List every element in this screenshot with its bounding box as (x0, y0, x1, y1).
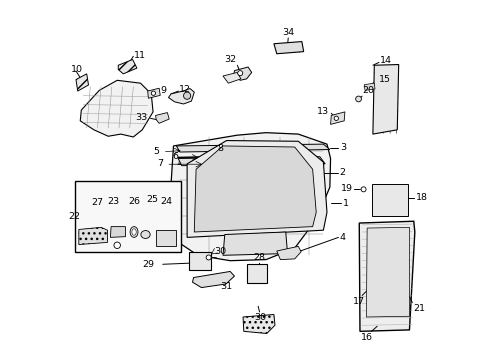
Text: 21: 21 (412, 304, 424, 313)
Polygon shape (192, 271, 234, 288)
Polygon shape (372, 64, 398, 134)
Circle shape (237, 71, 242, 76)
Text: 1: 1 (342, 199, 348, 208)
Polygon shape (359, 221, 414, 331)
Polygon shape (147, 88, 160, 98)
Polygon shape (366, 227, 408, 317)
Text: 16: 16 (360, 333, 372, 342)
Polygon shape (79, 227, 107, 244)
Polygon shape (76, 74, 88, 91)
Text: 25: 25 (146, 195, 158, 204)
Polygon shape (176, 144, 329, 152)
Text: 33: 33 (135, 113, 147, 122)
Polygon shape (233, 67, 251, 80)
Ellipse shape (141, 230, 150, 238)
Polygon shape (194, 146, 316, 232)
Polygon shape (118, 59, 137, 74)
Text: 2: 2 (339, 168, 345, 177)
Polygon shape (155, 230, 176, 246)
Circle shape (333, 116, 338, 121)
Ellipse shape (130, 226, 138, 237)
Text: 28: 28 (253, 253, 265, 262)
Ellipse shape (132, 229, 136, 235)
Text: 24: 24 (160, 197, 171, 206)
Polygon shape (243, 315, 274, 333)
Text: 19: 19 (340, 184, 352, 193)
Polygon shape (228, 158, 237, 163)
Text: 17: 17 (352, 297, 365, 306)
Text: 27: 27 (92, 198, 103, 207)
Polygon shape (330, 112, 344, 125)
Text: 30: 30 (214, 247, 226, 256)
Text: 20: 20 (362, 86, 373, 95)
Bar (371, 184, 407, 216)
Polygon shape (276, 246, 301, 260)
Text: 7: 7 (157, 159, 163, 168)
Text: 3: 3 (339, 143, 346, 152)
Text: 15: 15 (379, 75, 390, 84)
Text: 9: 9 (160, 86, 166, 95)
Text: 32: 32 (224, 55, 235, 64)
Text: 12: 12 (179, 85, 191, 94)
Text: 31: 31 (220, 282, 232, 291)
Bar (247, 264, 267, 283)
Text: 34: 34 (282, 28, 294, 37)
Circle shape (206, 255, 211, 260)
Text: 8: 8 (217, 144, 223, 153)
Text: 14: 14 (379, 57, 391, 66)
Polygon shape (273, 41, 303, 54)
Bar (74, 181, 181, 252)
Circle shape (151, 91, 155, 95)
Text: 11: 11 (134, 51, 146, 60)
Text: 26: 26 (128, 197, 140, 206)
Polygon shape (364, 83, 374, 90)
Circle shape (183, 92, 190, 99)
Text: 29: 29 (142, 260, 154, 269)
Text: 23: 23 (107, 197, 120, 206)
Text: 6: 6 (172, 152, 178, 161)
Circle shape (355, 96, 361, 102)
Polygon shape (223, 232, 287, 255)
Polygon shape (80, 80, 153, 137)
Polygon shape (178, 157, 325, 166)
Polygon shape (187, 140, 326, 237)
Circle shape (114, 242, 120, 248)
Polygon shape (169, 133, 330, 261)
Text: 5: 5 (153, 147, 159, 156)
Text: 10: 10 (70, 65, 82, 74)
Text: 30: 30 (254, 314, 266, 323)
Polygon shape (155, 113, 169, 123)
Polygon shape (168, 89, 194, 104)
Text: 22: 22 (69, 212, 81, 221)
Circle shape (360, 187, 366, 192)
Polygon shape (110, 226, 125, 237)
Polygon shape (223, 72, 241, 83)
Text: 13: 13 (316, 107, 328, 116)
Bar (189, 252, 210, 270)
Text: 4: 4 (339, 233, 345, 242)
Text: 18: 18 (415, 193, 427, 202)
